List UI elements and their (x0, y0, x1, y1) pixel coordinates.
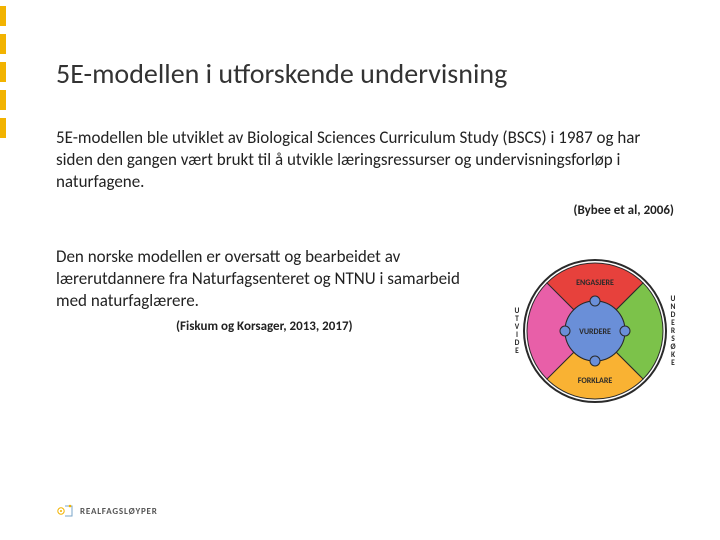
svg-text:VURDERE: VURDERE (579, 327, 611, 337)
accent-dash (0, 6, 6, 26)
realfagsloyper-icon (56, 502, 74, 520)
accent-dash (0, 118, 6, 138)
citation-1: (Bybee et al, 2006) (56, 203, 680, 218)
accent-dashes (0, 0, 6, 140)
footer-logo: REALFAGSLØYPER (56, 502, 158, 520)
svg-text:E: E (515, 347, 519, 356)
five-e-model-diagram: VURDEREENGASJEREUNDERSØKEFORKLAREUTVIDE (510, 246, 680, 416)
text-column: Den norske modellen er oversatt og bearb… (56, 246, 492, 333)
svg-text:ENGASJERE: ENGASJERE (576, 278, 614, 288)
slide-content: 5E-modellen i utforskende undervisning 5… (56, 56, 680, 416)
accent-dash (0, 90, 6, 110)
content-row: Den norske modellen er oversatt og bearb… (56, 246, 680, 416)
intro-paragraph: 5E-modellen ble utviklet av Biological S… (56, 127, 680, 193)
citation-2: (Fiskum og Korsager, 2013, 2017) (56, 319, 492, 334)
svg-text:FORKLARE: FORKLARE (578, 376, 613, 386)
footer-logo-text: REALFAGSLØYPER (80, 506, 158, 517)
accent-dash (0, 34, 6, 54)
accent-dash (0, 62, 6, 82)
paragraph-2: Den norske modellen er oversatt og bearb… (56, 246, 492, 312)
page-title: 5E-modellen i utforskende undervisning (56, 56, 680, 91)
svg-text:E: E (671, 359, 675, 368)
